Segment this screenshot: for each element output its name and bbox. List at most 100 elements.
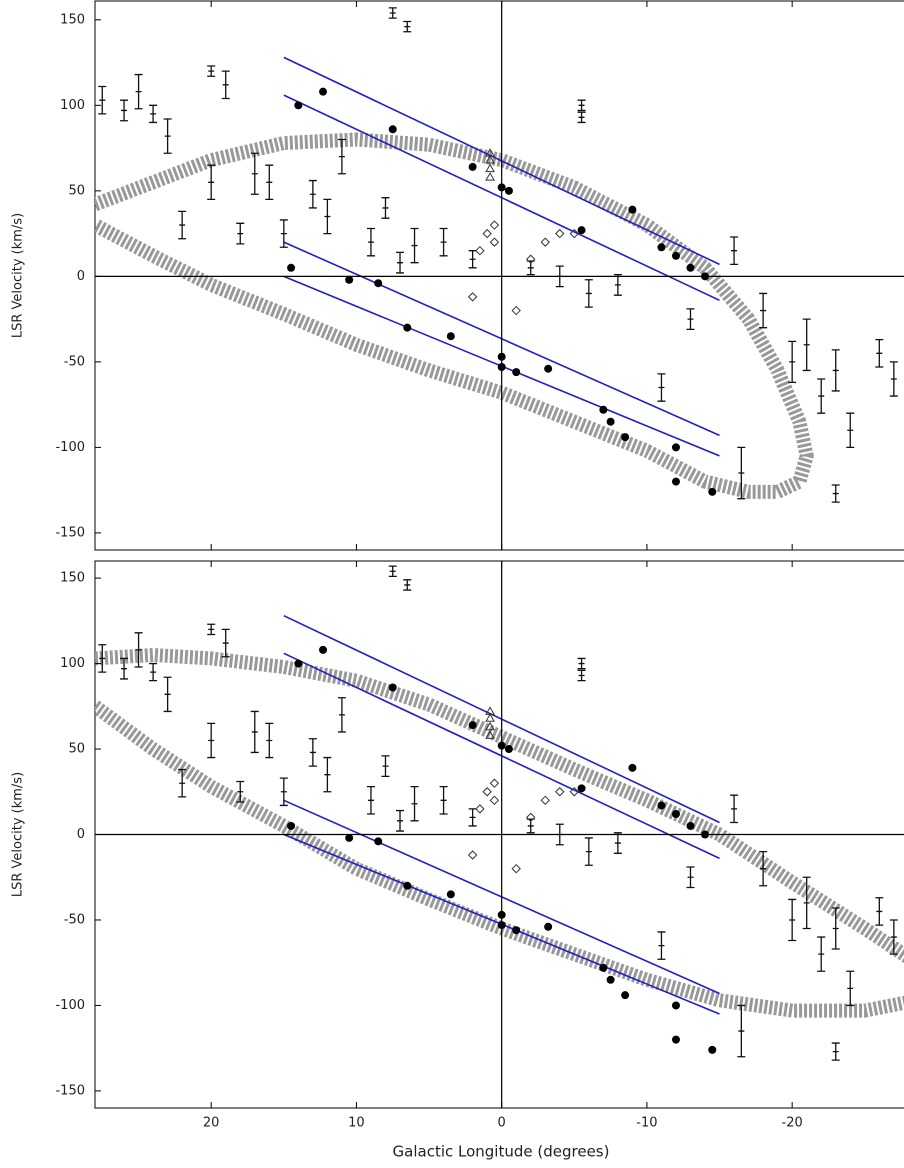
error-bar [403,579,412,591]
error-bar [577,111,586,124]
error-bar [337,138,346,175]
y-tick-label: -50 [64,354,85,369]
circle-point [374,837,383,846]
circle-point [287,821,296,830]
error-bar [337,697,346,733]
error-bar [178,768,187,798]
diamond-point [475,245,485,256]
error-bar [657,931,666,960]
error-bar [875,897,884,926]
y-tick-label: 0 [77,827,85,842]
y-tick-label: 50 [68,183,85,198]
circle-point [468,721,477,730]
error-bar [730,794,739,824]
y-tick-label: 50 [68,742,85,757]
triangle-point [485,155,495,164]
circle-point [319,645,328,654]
error-bar [120,99,129,122]
error-bar [149,104,158,124]
error-bar [207,164,216,201]
y-tick-label: 0 [77,269,85,284]
error-bar [396,809,405,832]
error-bar [163,676,172,713]
circle-point [671,251,680,260]
circle-point [287,263,296,272]
error-bar [439,227,448,257]
error-bar [730,236,739,266]
error-bar [686,866,695,889]
error-bar [279,219,288,248]
error-bar [207,623,216,636]
error-bar [120,657,129,680]
error-bar [613,273,622,296]
diamond-point [467,850,478,860]
circle-point [686,821,695,830]
error-bar [737,1004,746,1058]
error-bar [279,777,288,807]
circle-point [319,87,328,96]
circle-point [544,364,553,373]
error-bar [613,832,622,854]
circle-point [577,226,586,235]
error-bar [889,919,898,955]
diamond-point [526,254,536,264]
circle-point [446,890,455,899]
x-tick-label: 10 [348,1116,365,1131]
circle-point [671,1001,680,1010]
y-axis-label: LSR Velocity (km/s) [11,213,26,338]
circle-point [577,784,586,793]
error-bar [366,227,375,257]
circle-point [544,922,553,931]
error-bar [98,85,107,115]
y-axis-label: LSR Velocity (km/s) [11,772,26,897]
diamond-point [489,237,500,247]
error-bar [366,785,375,815]
error-bar [381,755,390,778]
error-bar [323,198,332,235]
circle-point [512,926,521,935]
x-tick-label: -10 [636,1116,657,1131]
error-bar [221,70,230,100]
diamond-point [489,795,500,806]
plot-frame [94,0,904,551]
error-bar [584,837,593,866]
circle-point [628,205,637,214]
error-bar [875,338,884,368]
circle-point [388,125,397,134]
x-tick-label: 20 [203,1116,220,1131]
circle-point [621,991,630,1000]
diamond-point [482,228,492,239]
error-bar [323,756,332,793]
error-bar [577,657,586,670]
error-bar [308,179,317,209]
circle-point [657,243,666,252]
circle-point [403,323,412,332]
diamond-point [475,804,485,814]
triangle-point [485,163,495,173]
circle-point [606,417,615,426]
error-bar [846,412,855,449]
x-tick-label: 0 [498,1116,506,1131]
circle-point [671,1035,680,1044]
error-bar [831,1042,840,1061]
error-bar [250,152,259,195]
circle-point [621,433,630,442]
error-bar [221,628,230,658]
error-bar [788,340,797,384]
error-bar [388,565,397,578]
error-bar [236,780,245,803]
circle-point [657,801,666,810]
y-tick-label: 150 [60,12,85,27]
y-tick-label: 100 [60,98,85,113]
circle-point [446,332,455,341]
y-tick-label: -100 [55,440,85,455]
error-bar [265,164,274,201]
error-bar [410,785,419,822]
y-tick-label: 100 [60,656,85,671]
circle-point [606,975,615,984]
y-tick-label: 150 [60,571,85,586]
error-bar [584,279,593,308]
diamond-point [489,778,500,788]
diamond-point [511,863,521,874]
